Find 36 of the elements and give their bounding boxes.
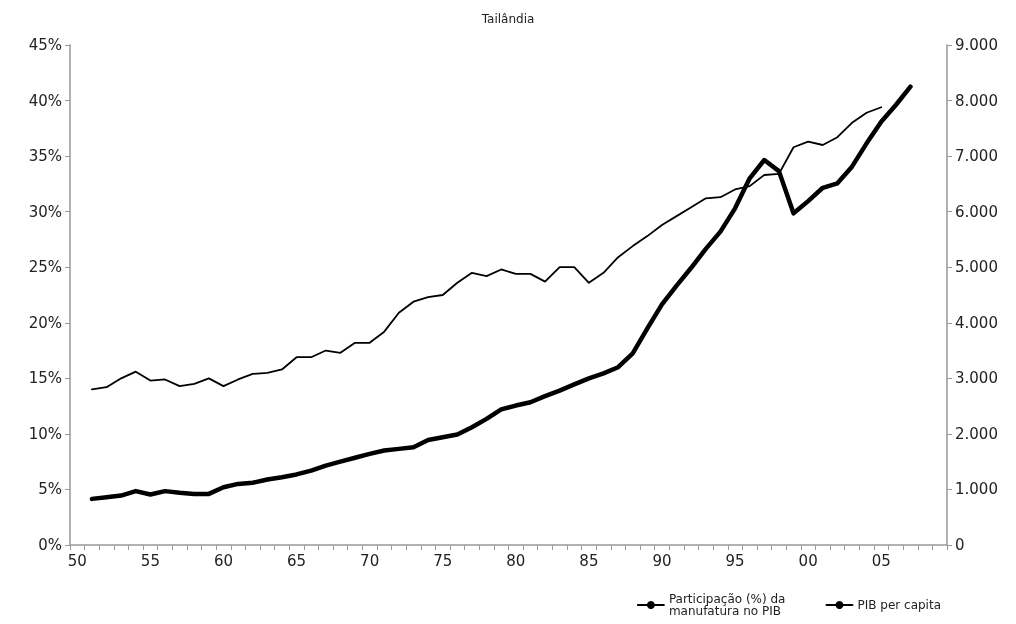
- y-tick-label: 5%: [38, 480, 62, 499]
- y2-tick-label: 9.000: [955, 36, 998, 54]
- y2-tick-label: 6.000: [955, 202, 998, 221]
- y-tick-label: 30%: [28, 202, 62, 221]
- x-tick-label: 75: [433, 551, 453, 570]
- y2-tick-label: 1.000: [955, 480, 998, 499]
- y2-tick-label: 5.000: [955, 258, 998, 277]
- y2-tick-label: 8.000: [955, 91, 998, 110]
- y-tick-label: 40%: [28, 91, 62, 110]
- x-tick-label: 85: [579, 551, 599, 570]
- x-tick-label: 60: [213, 551, 234, 570]
- legend-label: PIB per capita: [857, 598, 941, 612]
- y2-tick-label: 3.000: [955, 369, 998, 388]
- y-tick-label: 15%: [28, 369, 62, 388]
- y-tick-label: 10%: [28, 424, 62, 443]
- legend-label: Participação (%) da manufatura no PIB: [668, 592, 786, 618]
- x-tick-label: 05: [871, 551, 891, 570]
- line-series: [89, 84, 913, 502]
- x-tick-label: 65: [287, 551, 307, 570]
- y2-tick-label: 0: [955, 536, 965, 554]
- y2-tick-label: 2.000: [955, 424, 998, 443]
- y2-tick-label: 4.000: [955, 313, 998, 332]
- y-tick-label: 45%: [28, 36, 62, 54]
- x-tick-label: 80: [506, 551, 526, 570]
- y-tick-label: 0%: [38, 536, 62, 554]
- chart-title: Tailândia: [480, 12, 535, 26]
- y-tick-label: 20%: [28, 313, 62, 332]
- y2-tick-label: 7.000: [955, 147, 998, 166]
- x-tick-label: 50: [67, 551, 87, 570]
- y-tick-label: 25%: [28, 258, 62, 277]
- y-tick-label: 35%: [28, 147, 62, 166]
- x-tick-label: 55: [140, 551, 160, 570]
- x-tick-label: 00: [798, 551, 818, 570]
- x-tick-label: 90: [652, 551, 672, 570]
- x-tick-label: 70: [360, 551, 380, 570]
- x-tick-label: 95: [725, 551, 745, 570]
